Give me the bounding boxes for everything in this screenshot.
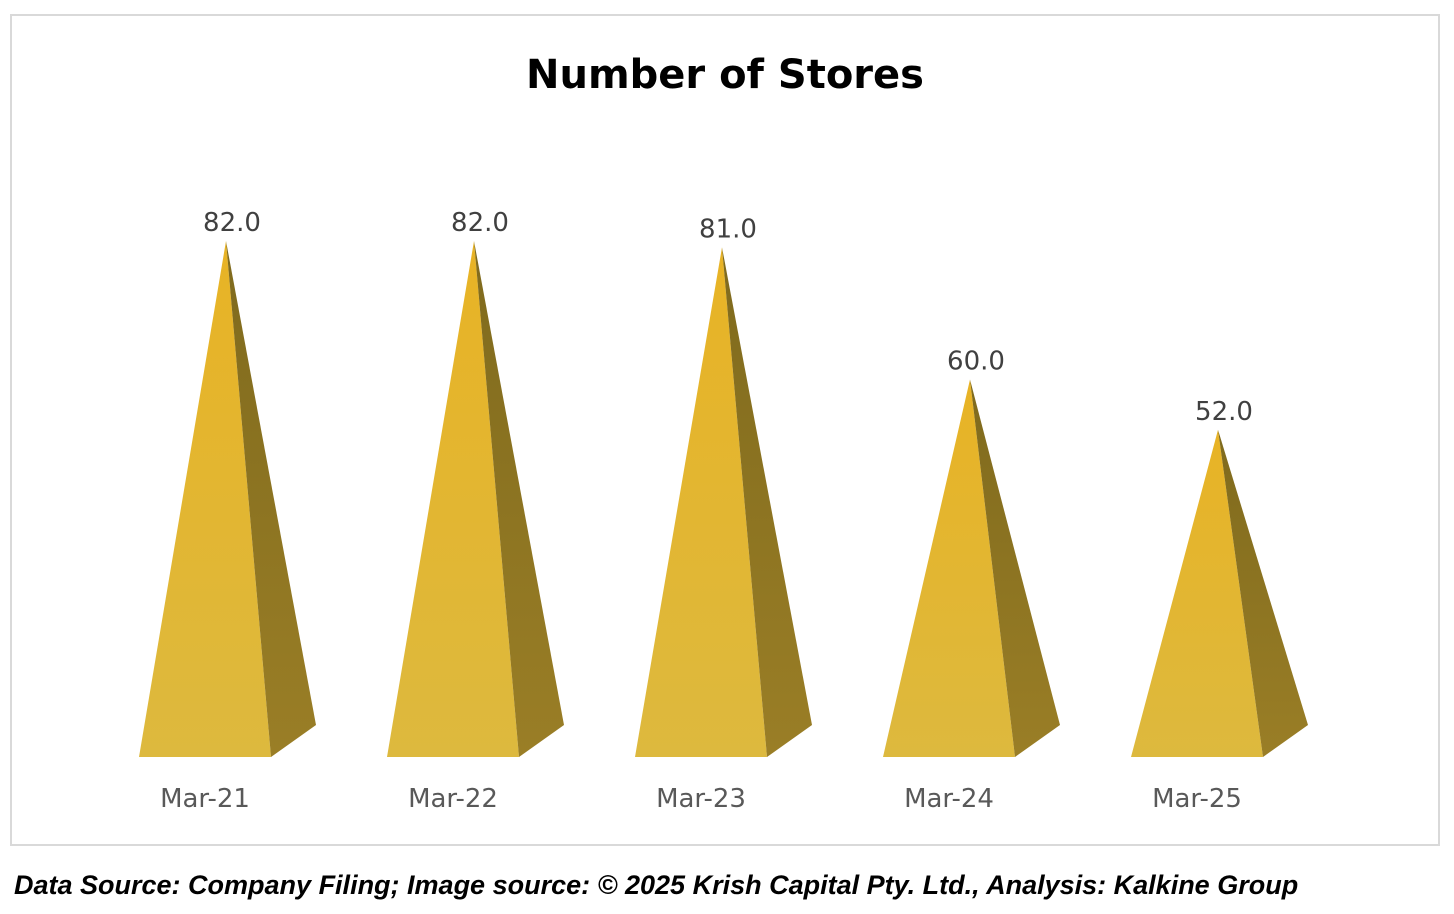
pyramid-side-face (1218, 429, 1308, 757)
category-tick-label: Mar-24 (904, 784, 994, 814)
pyramid-bar-mar-22: 82.0 Mar-22 (387, 208, 564, 814)
pyramid-bar-mar-25: 52.0 Mar-25 (1131, 397, 1308, 814)
pyramid-front-face (387, 241, 519, 757)
pyramid-side-face (474, 241, 564, 757)
pyramid-side-face (226, 241, 316, 757)
pyramid-bar-mar-21: 82.0 Mar-21 (139, 208, 316, 814)
category-tick-label: Mar-21 (160, 784, 250, 814)
pyramid-bar-mar-23: 81.0 Mar-23 (635, 214, 812, 814)
pyramid-bar-mar-24: 60.0 Mar-24 (883, 346, 1060, 814)
data-label: 82.0 (203, 208, 261, 238)
pyramid-front-face (139, 241, 271, 757)
data-label: 52.0 (1195, 397, 1253, 427)
pyramid-front-face (883, 379, 1015, 757)
data-source-footnote: Data Source: Company Filing; Image sourc… (14, 870, 1299, 900)
category-tick-label: Mar-25 (1152, 784, 1242, 814)
pyramid-front-face (635, 247, 767, 758)
data-label: 82.0 (451, 208, 509, 238)
pyramid-front-face (1131, 429, 1263, 757)
data-label: 81.0 (699, 214, 757, 244)
category-tick-label: Mar-23 (656, 784, 746, 814)
bars-layer: 82.0 Mar-21 82.0 Mar-22 81.0 Mar-23 60.0 Mar-24… (139, 208, 1308, 814)
chart-title: Number of Stores (526, 52, 924, 98)
pyramid-side-face (970, 379, 1060, 757)
category-tick-label: Mar-22 (408, 784, 498, 814)
pyramid-side-face (722, 247, 812, 758)
data-label: 60.0 (947, 346, 1005, 376)
